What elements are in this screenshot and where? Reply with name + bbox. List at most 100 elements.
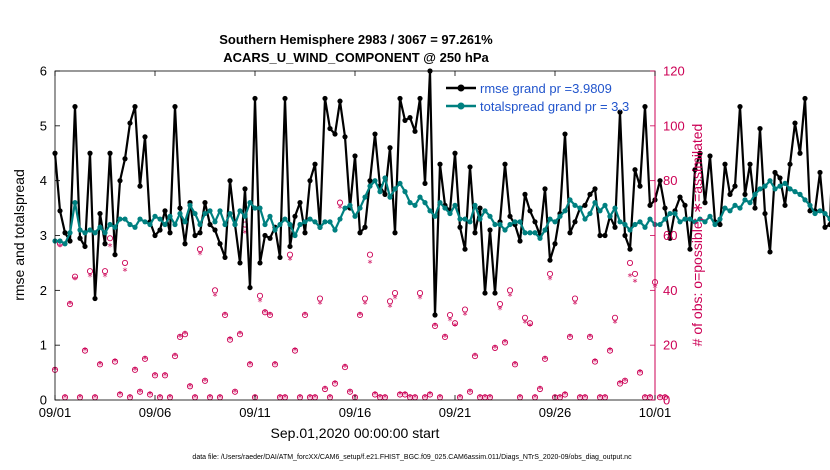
spread-point xyxy=(327,219,333,225)
obs-assimilated-point: * xyxy=(128,393,133,404)
obs-assimilated-point: * xyxy=(148,390,153,401)
obs-assimilated-point: * xyxy=(588,332,593,343)
spread-point xyxy=(472,202,478,208)
obs-possible-point xyxy=(546,270,554,277)
spread-point xyxy=(642,224,648,230)
spread-point xyxy=(757,186,763,192)
obs-assimilated-point: * xyxy=(453,321,458,332)
rmse-point xyxy=(747,161,753,167)
rmse-point xyxy=(757,125,763,132)
rmse-point xyxy=(697,150,703,156)
obs-possible-point xyxy=(466,388,474,395)
rmse-point xyxy=(647,202,653,208)
obs-assimilated-point: * xyxy=(568,332,573,343)
spread-point xyxy=(377,189,383,195)
rmse-point xyxy=(337,98,343,104)
rmse-point xyxy=(212,227,218,233)
spread-point xyxy=(782,180,788,187)
spread-point xyxy=(237,208,243,214)
obs-assimilated-point: * xyxy=(258,297,263,308)
spread-point xyxy=(62,241,68,247)
spread-point xyxy=(347,202,353,208)
spread-point xyxy=(547,216,553,222)
spread-point xyxy=(337,216,343,222)
obs-assimilated-point: * xyxy=(533,393,538,404)
spread-point xyxy=(107,221,113,228)
obs-assimilated-point: * xyxy=(458,393,463,404)
obs-assimilated-point: * xyxy=(393,294,398,305)
obs-assimilated-point: * xyxy=(498,305,503,316)
rmse-point xyxy=(762,210,768,217)
spread-point xyxy=(177,210,183,217)
obs-possible-point xyxy=(121,259,129,266)
obs-possible-point xyxy=(626,259,634,266)
rmse-point xyxy=(817,169,823,176)
obs-assimilated-point: * xyxy=(218,393,223,404)
obs-assimilated-point: * xyxy=(368,258,373,269)
obs-possible-point xyxy=(301,311,309,319)
rmse-point xyxy=(827,221,830,228)
rmse-point xyxy=(242,186,248,192)
rmse-point xyxy=(407,115,413,121)
rmse-point xyxy=(567,230,573,236)
obs-possible-point xyxy=(636,369,644,376)
rmse-point xyxy=(677,194,683,200)
rmse-point xyxy=(137,183,143,189)
obs-assimilated-point: * xyxy=(138,387,143,398)
rmse-point xyxy=(522,191,528,197)
obs-possible-point xyxy=(181,331,189,338)
rmse-point xyxy=(582,202,588,208)
rmse-point xyxy=(462,246,468,252)
x-tick-label: 09/26 xyxy=(539,405,572,420)
spread-point xyxy=(427,208,433,214)
rmse-point xyxy=(267,235,273,241)
spread-point xyxy=(167,213,173,219)
rmse-point xyxy=(632,167,638,173)
obs-possible-point xyxy=(321,385,329,393)
obs-assimilated-point: * xyxy=(348,387,353,398)
rmse-point xyxy=(487,227,493,233)
y-left-tick-label: 2 xyxy=(40,283,47,298)
rmse-point xyxy=(382,191,388,197)
spread-point xyxy=(342,205,348,211)
obs-assimilated-point: * xyxy=(223,311,228,322)
obs-possible-point xyxy=(526,320,534,327)
spread-point xyxy=(412,202,418,208)
rmse-point xyxy=(597,232,603,239)
obs-assimilated-point: * xyxy=(78,393,83,404)
rmse-point xyxy=(707,153,713,159)
spread-point xyxy=(687,216,693,222)
obs-possible-point xyxy=(141,355,149,362)
chart-title: Southern Hemisphere 2983 / 3067 = 97.261… xyxy=(219,32,493,47)
obs-assimilated-point: * xyxy=(278,393,283,404)
spread-point xyxy=(557,213,563,219)
y-axis-left-label: rmse and totalspread xyxy=(11,169,27,301)
obs-possible-point xyxy=(236,331,244,338)
rmse-point xyxy=(252,95,258,102)
obs-possible-point xyxy=(356,311,364,319)
obs-assimilated-point: * xyxy=(598,393,603,404)
spread-point xyxy=(92,230,98,236)
spread-point xyxy=(577,205,583,211)
spread-point xyxy=(242,213,248,219)
spread-point xyxy=(677,219,683,225)
obs-possible-point xyxy=(266,311,274,319)
rmse-point xyxy=(637,183,643,189)
obs-possible-point xyxy=(161,372,169,379)
obs-possible-point xyxy=(171,353,179,360)
rmse-point xyxy=(547,257,553,263)
obs-possible-point xyxy=(541,355,549,362)
spread-point xyxy=(227,210,233,217)
obs-possible-point xyxy=(431,322,439,330)
rmse-point xyxy=(92,295,98,302)
spread-point xyxy=(322,219,328,225)
rmse-point xyxy=(532,219,538,225)
spread-point xyxy=(277,221,283,228)
obs-assimilated-point: * xyxy=(193,393,198,404)
rmse-point xyxy=(422,180,428,187)
obs-assimilated-point: * xyxy=(503,338,508,349)
x-tick-label: 09/01 xyxy=(39,405,72,420)
spread-point xyxy=(767,178,773,184)
spread-point xyxy=(417,194,423,200)
spread-point xyxy=(72,200,78,206)
